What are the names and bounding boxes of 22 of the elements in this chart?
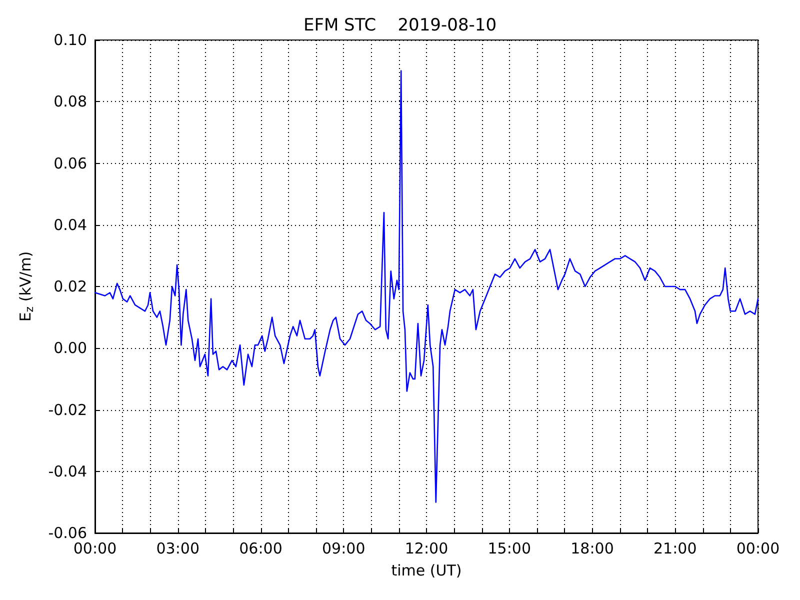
y-tick-label: -0.06 bbox=[48, 524, 87, 542]
x-tick-label: 00:00 bbox=[736, 540, 780, 558]
x-tick-label: 09:00 bbox=[322, 540, 366, 558]
y-tick-label: 0.04 bbox=[54, 216, 87, 234]
y-tick-label: 0.08 bbox=[54, 92, 87, 111]
chart-title: EFM STC 2019-08-10 bbox=[303, 16, 497, 36]
y-tick-label: -0.02 bbox=[48, 400, 87, 419]
y-axis-title: Ez (kV/m) bbox=[16, 251, 36, 322]
y-tick-label: 0.06 bbox=[54, 154, 87, 172]
x-tick-label: 15:00 bbox=[488, 540, 531, 558]
y-tick-label: 0.10 bbox=[54, 31, 87, 49]
y-tick-label: -0.04 bbox=[48, 462, 87, 480]
y-tick-label: 0.02 bbox=[54, 278, 87, 296]
x-tick-label: 03:00 bbox=[156, 540, 200, 558]
y-tick-label: 0.00 bbox=[54, 339, 87, 358]
x-tick-label: 00:00 bbox=[73, 540, 117, 558]
x-tick-label: 21:00 bbox=[654, 540, 697, 558]
x-tick-label: 06:00 bbox=[239, 540, 282, 558]
x-tick-label: 12:00 bbox=[404, 540, 448, 558]
x-tick-label: 18:00 bbox=[570, 540, 614, 558]
line-series bbox=[94, 70, 759, 503]
x-axis-title: time (UT) bbox=[391, 562, 462, 580]
